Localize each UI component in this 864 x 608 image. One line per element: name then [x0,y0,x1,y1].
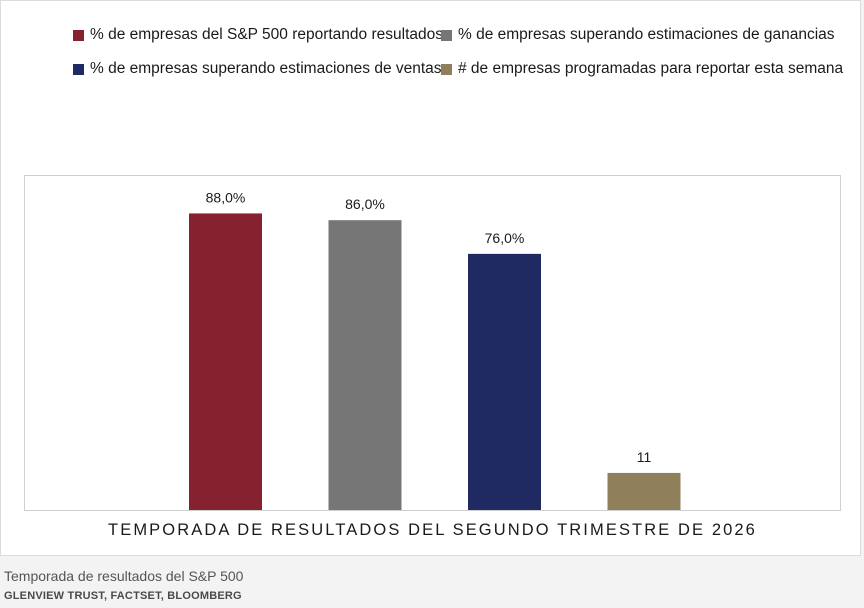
bar-reporting [189,213,262,510]
data-label-earnings: 86,0% [345,196,385,212]
bar-chart: 88,0% 86,0% 76,0% 11 [24,189,841,511]
chart-card: % de empresas del S&P 500 reportando res… [0,0,861,556]
plot-area [24,175,841,511]
legend-label-scheduled: # de empresas programadas para reportar … [458,60,844,77]
data-label-reporting: 88,0% [206,189,246,205]
bar-scheduled [607,472,681,510]
legend-swatch-earnings [441,29,452,41]
x-axis-label: TEMPORADA DE RESULTADOS DEL SEGUNDO TRIM… [108,521,757,539]
figure-caption: Temporada de resultados del S&P 500 [4,568,244,584]
bar-sales [468,253,541,510]
legend-item-reporting: % de empresas del S&P 500 reportando res… [73,26,443,44]
legend-item-earnings: % de empresas superando estimaciones de … [441,26,835,44]
legend-label-earnings: % de empresas superando estimaciones de … [458,26,835,43]
data-label-scheduled: 11 [637,449,652,465]
legend-item-sales: % de empresas superando estimaciones de … [73,60,442,78]
data-label-sales: 76,0% [485,230,525,246]
legend-item-scheduled: # de empresas programadas para reportar … [441,60,843,78]
legend-swatch-scheduled [441,63,452,75]
legend-label-sales: % de empresas superando estimaciones de … [90,60,442,77]
legend-swatch-reporting [73,29,84,41]
bar-earnings [328,220,402,510]
legend-label-reporting: % de empresas del S&P 500 reportando res… [90,26,443,43]
legend-swatch-sales [73,63,84,75]
figure-credit: GLENVIEW TRUST, FACTSET, BLOOMBERG [4,590,242,602]
